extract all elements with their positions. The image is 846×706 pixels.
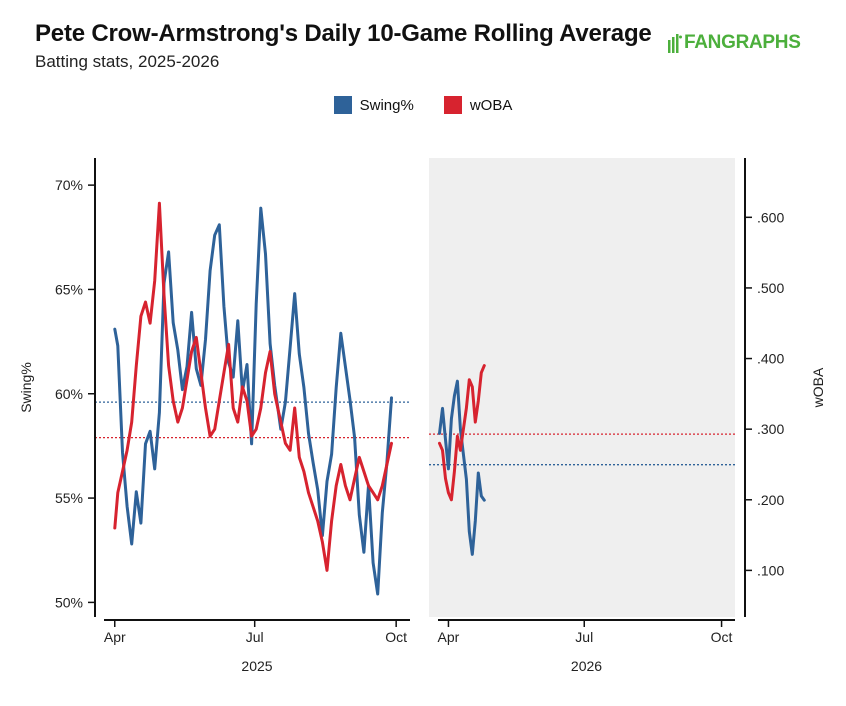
series-line-woba-2026: [438, 364, 486, 502]
y-left-tick-label: 65%: [55, 281, 83, 297]
x-tick-label-oct-2025: Oct: [385, 629, 407, 645]
y-axis-left-title: Swing%: [18, 362, 34, 413]
y-left-tick-label: 50%: [55, 594, 83, 610]
y-right-tick-label: .600: [757, 209, 784, 225]
y-right-tick-label: .100: [757, 562, 784, 578]
fangraphs-logo[interactable]: FANGRAPHS: [668, 32, 801, 54]
logo-text: FANGRAPHS: [684, 32, 801, 53]
chart-subtitle: Batting stats, 2025-2026: [35, 52, 220, 71]
x-tick-label-apr-2026: Apr: [438, 629, 460, 645]
x-tick-label-oct-2026: Oct: [711, 629, 733, 645]
series-line-woba-2025: [113, 201, 393, 572]
legend-swatch-swing: [333, 96, 352, 114]
series-line-swing-2025: [113, 206, 393, 596]
legend-item-swing[interactable]: Swing%: [333, 96, 414, 114]
x-tick-label-apr-2025: Apr: [104, 629, 126, 645]
y-left-tick-label: 70%: [55, 177, 83, 193]
y-axis-right-title: wOBA: [810, 367, 826, 408]
panel-label-2025: 2025: [241, 658, 272, 674]
x-tick-label-jul-2026: Jul: [575, 629, 593, 645]
panel-background-2026: [429, 158, 735, 617]
y-right-tick-label: .500: [757, 280, 784, 296]
legend-swatch-woba: [443, 96, 462, 114]
y-left-tick-label: 55%: [55, 490, 83, 506]
y-right-tick-label: .200: [757, 492, 784, 508]
chart-legend: Swing% wOBA: [0, 96, 846, 114]
logo-icon: [668, 33, 682, 53]
y-right-tick-label: .400: [757, 351, 784, 367]
x-tick-label-jul-2025: Jul: [246, 629, 264, 645]
y-right-tick-label: .300: [757, 421, 784, 437]
legend-item-woba[interactable]: wOBA: [443, 96, 513, 114]
legend-label-swing: Swing%: [359, 96, 414, 114]
panel-label-2026: 2026: [571, 658, 602, 674]
legend-label-woba: wOBA: [469, 96, 513, 114]
chart-title: Pete Crow-Armstrong's Daily 10-Game Roll…: [35, 20, 652, 47]
y-left-tick-label: 60%: [55, 386, 83, 402]
